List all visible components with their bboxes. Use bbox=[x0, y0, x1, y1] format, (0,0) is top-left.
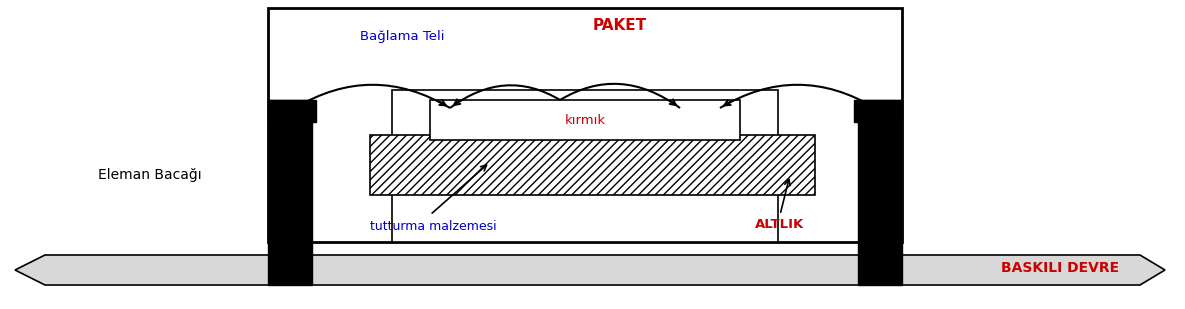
Text: PAKET: PAKET bbox=[592, 18, 647, 33]
Text: ALTLIK: ALTLIK bbox=[755, 218, 805, 231]
Polygon shape bbox=[15, 255, 1165, 285]
Text: Eleman Bacağı: Eleman Bacağı bbox=[98, 168, 201, 182]
Bar bbox=[268, 100, 312, 285]
Bar bbox=[268, 8, 902, 242]
Bar bbox=[430, 100, 739, 140]
Bar bbox=[854, 100, 902, 122]
Bar bbox=[858, 100, 902, 285]
Text: tutturma malzemesi: tutturma malzemesi bbox=[370, 220, 497, 233]
Text: kırmık: kırmık bbox=[564, 113, 606, 126]
Bar bbox=[392, 90, 779, 242]
Bar bbox=[370, 135, 815, 195]
Text: BASKILI DEVRE: BASKILI DEVRE bbox=[1001, 261, 1119, 275]
Bar bbox=[268, 100, 316, 122]
Text: Bağlama Teli: Bağlama Teli bbox=[360, 30, 444, 43]
